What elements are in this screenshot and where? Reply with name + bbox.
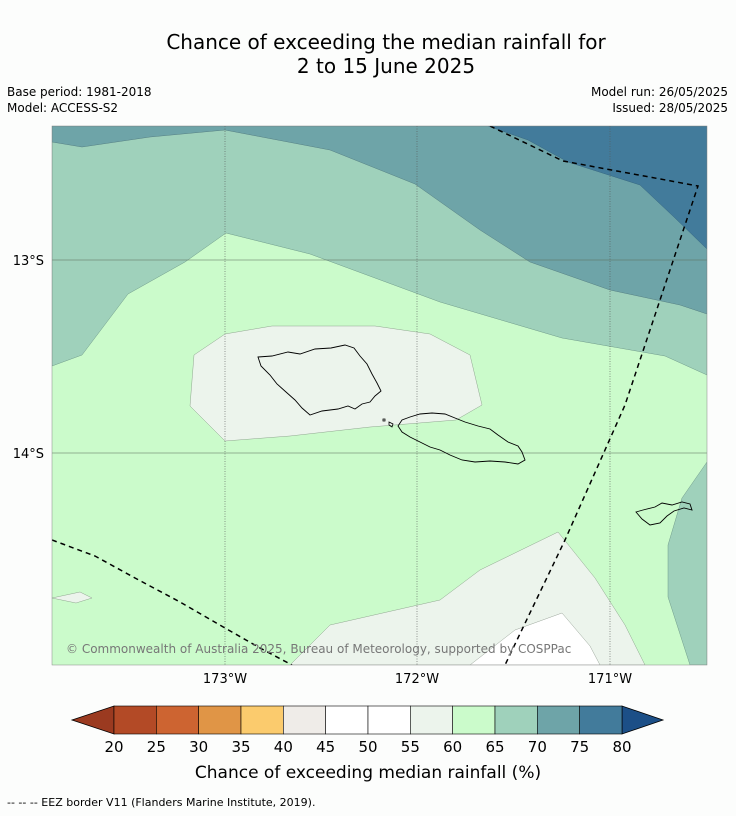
contour-55-60-central <box>189 325 483 442</box>
colorbar-tick-label: 20 <box>104 738 123 756</box>
colorbar-segment <box>198 705 242 735</box>
colorbar-tick-label: 65 <box>485 738 504 756</box>
model-run: Model run: 26/05/2025 <box>590 85 728 99</box>
manono-island <box>388 421 394 428</box>
lon-label-172w: 172°W <box>395 672 439 687</box>
colorbar-segment <box>452 705 496 735</box>
colorbar-segment <box>240 705 284 735</box>
colorbar-under-arrow <box>70 705 115 735</box>
title-line-1: Chance of exceeding the median rainfall … <box>166 30 606 54</box>
contour-75-80 <box>487 126 707 250</box>
colorbar-ticks: 20 25 30 35 40 45 50 55 60 65 70 75 80 <box>104 738 631 756</box>
colorbar-segment <box>537 705 580 735</box>
lon-label-171w: 171°W <box>588 672 632 687</box>
title-line-2: 2 to 15 June 2025 <box>296 54 476 78</box>
colorbar-segment <box>325 705 369 735</box>
colorbar-over-arrow <box>621 705 665 735</box>
colorbar-tick-label: 55 <box>401 738 420 756</box>
contour-70-75 <box>52 126 707 315</box>
colorbar-segment <box>283 705 326 735</box>
map-area: © Commonwealth of Australia 2025, Bureau… <box>52 126 707 665</box>
colorbar-tick-label: 75 <box>570 738 589 756</box>
map-title: Chance of exceeding the median rainfall … <box>0 30 736 78</box>
model-name: Model: ACCESS-S2 <box>7 101 119 115</box>
colorbar-tick-label: 50 <box>358 738 377 756</box>
meta-right: Model run: 26/05/2025 Issued: 28/05/2025 <box>591 84 728 116</box>
colorbar-tick-label: 80 <box>612 738 631 756</box>
eez-border <box>52 126 699 665</box>
lat-label-14s: 14°S <box>13 447 44 462</box>
colorbar-tick-label: 35 <box>231 738 250 756</box>
colorbar-tick-label: 40 <box>274 738 293 756</box>
colorbar-segment <box>156 705 199 735</box>
map-frame <box>51 125 708 666</box>
colorbar-segment <box>410 705 453 735</box>
contour-55-60-west <box>52 591 93 604</box>
lon-label-173w: 173°W <box>203 672 247 687</box>
contour-50-55-south <box>469 612 601 665</box>
copyright-notice: © Commonwealth of Australia 2025, Bureau… <box>66 642 571 656</box>
colorbar-label: Chance of exceeding median rainfall (%) <box>195 763 541 783</box>
colorbar: 20 25 30 35 40 45 50 55 60 65 70 75 80 Chance of exc… <box>70 705 665 783</box>
issued-date: Issued: 28/05/2025 <box>612 101 728 115</box>
graticule-lat <box>52 259 707 454</box>
apolima-island <box>382 418 386 422</box>
colorbar-tick-label: 25 <box>147 738 166 756</box>
colorbar-tick-label: 45 <box>316 738 335 756</box>
lat-label-13s: 13°S <box>13 254 44 269</box>
colorbar-segment <box>494 705 538 735</box>
colorbar-tick-label: 30 <box>189 738 208 756</box>
colorbar-tick-label: 70 <box>528 738 547 756</box>
colorbar-segment <box>113 705 157 735</box>
upolu-island <box>397 412 526 465</box>
meta-left: Base period: 1981-2018 Model: ACCESS-S2 <box>7 84 152 116</box>
tutuila-island <box>635 501 693 526</box>
colorbar-tick-label: 60 <box>443 738 462 756</box>
axis-labels: 13°S 14°S 173°W 172°W 171°W <box>13 254 633 687</box>
contour-65-70-east <box>667 461 707 665</box>
eez-footnote: -- -- -- EEZ border V11 (Flanders Marine… <box>7 796 316 809</box>
colorbar-segments <box>113 705 623 735</box>
colorbar-segment <box>367 705 411 735</box>
colorbar-segment <box>579 705 623 735</box>
savaii-island <box>257 344 382 416</box>
base-period: Base period: 1981-2018 <box>7 85 152 99</box>
